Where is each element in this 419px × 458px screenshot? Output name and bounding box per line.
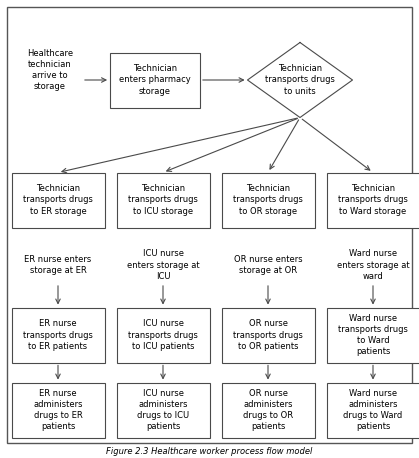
Text: Technician
transports drugs
to units: Technician transports drugs to units xyxy=(265,65,335,96)
Text: Healthcare
technician
arrive to
storage: Healthcare technician arrive to storage xyxy=(27,49,73,91)
Text: OR nurse
transports drugs
to OR patients: OR nurse transports drugs to OR patients xyxy=(233,319,303,351)
FancyBboxPatch shape xyxy=(326,382,419,437)
FancyBboxPatch shape xyxy=(116,307,210,362)
Text: Technician
enters pharmacy
storage: Technician enters pharmacy storage xyxy=(119,65,191,96)
Text: Technician
transports drugs
to ER storage: Technician transports drugs to ER storag… xyxy=(23,185,93,216)
Text: ICU nurse
enters storage at
ICU: ICU nurse enters storage at ICU xyxy=(127,250,199,281)
Text: ER nurse enters
storage at ER: ER nurse enters storage at ER xyxy=(24,255,92,275)
FancyBboxPatch shape xyxy=(222,382,315,437)
Text: Ward nurse
transports drugs
to Ward
patients: Ward nurse transports drugs to Ward pati… xyxy=(338,314,408,356)
Text: Ward nurse
administers
drugs to Ward
patients: Ward nurse administers drugs to Ward pat… xyxy=(344,389,403,431)
Text: ER nurse
administers
drugs to ER
patients: ER nurse administers drugs to ER patient… xyxy=(33,389,83,431)
FancyBboxPatch shape xyxy=(222,307,315,362)
Text: Technician
transports drugs
to OR storage: Technician transports drugs to OR storag… xyxy=(233,185,303,216)
FancyBboxPatch shape xyxy=(11,382,104,437)
Text: ER nurse
transports drugs
to ER patients: ER nurse transports drugs to ER patients xyxy=(23,319,93,351)
FancyBboxPatch shape xyxy=(11,173,104,228)
FancyBboxPatch shape xyxy=(116,382,210,437)
Text: OR nurse
administers
drugs to OR
patients: OR nurse administers drugs to OR patient… xyxy=(243,389,293,431)
Text: Ward nurse
enters storage at
ward: Ward nurse enters storage at ward xyxy=(337,250,409,281)
FancyBboxPatch shape xyxy=(222,173,315,228)
FancyBboxPatch shape xyxy=(110,53,200,108)
Text: OR nurse enters
storage at OR: OR nurse enters storage at OR xyxy=(234,255,303,275)
FancyBboxPatch shape xyxy=(326,173,419,228)
FancyBboxPatch shape xyxy=(116,173,210,228)
FancyBboxPatch shape xyxy=(11,307,104,362)
Text: Figure 2.3 Healthcare worker process flow model: Figure 2.3 Healthcare worker process flo… xyxy=(106,447,313,457)
Text: ICU nurse
transports drugs
to ICU patients: ICU nurse transports drugs to ICU patien… xyxy=(128,319,198,351)
Text: Technician
transports drugs
to Ward storage: Technician transports drugs to Ward stor… xyxy=(338,185,408,216)
FancyBboxPatch shape xyxy=(326,307,419,362)
Text: Technician
transports drugs
to ICU storage: Technician transports drugs to ICU stora… xyxy=(128,185,198,216)
Text: ICU nurse
administers
drugs to ICU
patients: ICU nurse administers drugs to ICU patie… xyxy=(137,389,189,431)
